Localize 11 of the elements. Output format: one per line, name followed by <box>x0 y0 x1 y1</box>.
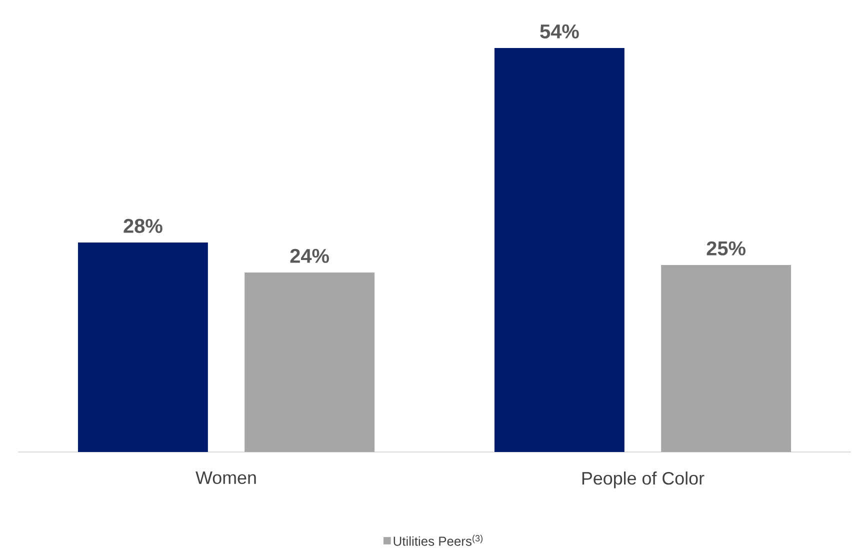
data-label: 25% <box>706 241 746 256</box>
bar <box>494 48 624 452</box>
legend-label: Utilities Peers$^{(3)}$ <box>394 534 482 546</box>
x-tick-label: People of Color <box>582 472 704 488</box>
data-label: 24% <box>290 248 329 263</box>
bar <box>661 264 792 452</box>
bar <box>244 272 375 452</box>
bar <box>78 242 208 452</box>
data-label: 54% <box>540 24 579 38</box>
x-tick-label: Women <box>196 472 256 484</box>
data-label: 28% <box>124 218 162 233</box>
